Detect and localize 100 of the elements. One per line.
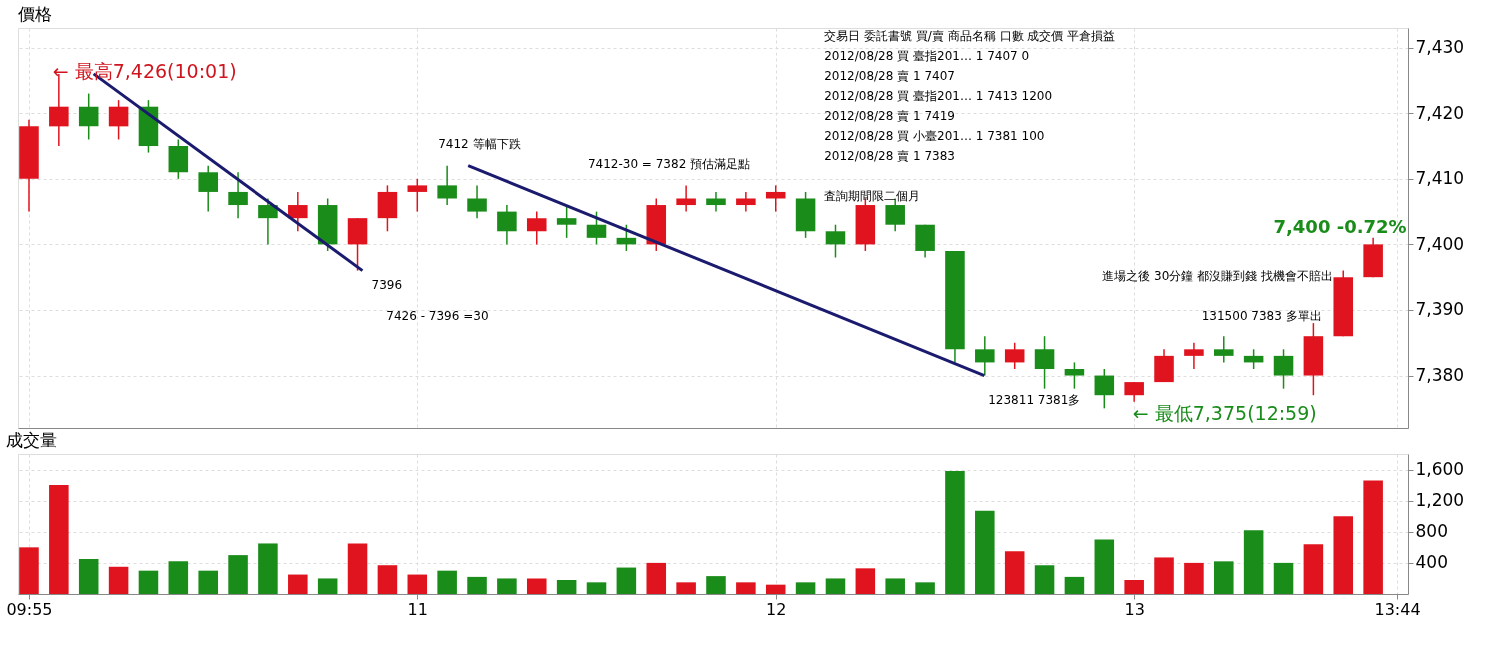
bar <box>407 574 428 594</box>
bar <box>497 578 517 594</box>
candlestick <box>526 210 547 246</box>
bar <box>855 568 876 594</box>
candlestick <box>1124 381 1144 403</box>
bar <box>795 582 816 594</box>
bar <box>347 543 368 594</box>
y-tick-label: 400 <box>1415 552 1448 573</box>
candlestick <box>1034 335 1055 390</box>
candlestick <box>825 223 846 259</box>
chart-title: 成交量 <box>5 430 57 450</box>
candlestick <box>706 191 726 213</box>
bar <box>945 471 965 594</box>
candlestick <box>1004 342 1025 370</box>
candlestick <box>78 92 99 141</box>
candlestick <box>437 164 457 206</box>
bar <box>168 561 189 594</box>
x-tick-label: 12 <box>766 599 787 619</box>
annotation: 2012/08/28 買 臺指201… 1 7413 1200 <box>824 89 1053 103</box>
candlestick <box>228 171 248 219</box>
bar <box>228 555 248 594</box>
y-tick-label: 7,390 <box>1415 299 1465 320</box>
y-tick-label: 7,420 <box>1415 102 1465 123</box>
y-tick-label: 1,600 <box>1415 459 1465 480</box>
annotation: 7396 <box>371 277 403 292</box>
bar <box>1303 544 1324 594</box>
bar <box>1214 561 1234 594</box>
candlestick <box>586 210 607 246</box>
candlestick <box>407 178 428 213</box>
y-tick-label: 7,380 <box>1415 365 1465 386</box>
bar <box>915 582 935 594</box>
bar <box>19 547 39 594</box>
annotation: ← 最低7,375(12:59) <box>1132 402 1317 424</box>
bar <box>616 567 637 594</box>
bar <box>526 578 547 594</box>
bar <box>556 580 577 594</box>
bar <box>49 485 69 594</box>
x-tick-label: 11 <box>407 599 428 619</box>
y-tick-label: 800 <box>1415 521 1448 542</box>
annotation: 7412-30 = 7382 預估滿足點 <box>587 157 751 171</box>
candlestick <box>676 184 696 213</box>
candlestick <box>1214 335 1234 364</box>
bar <box>288 574 308 594</box>
annotation: 7,400 -0.72% <box>1273 216 1407 237</box>
candlestick <box>736 191 756 213</box>
annotation: 2012/08/28 賣 1 7407 <box>824 69 955 83</box>
bar <box>258 543 278 594</box>
candlestick <box>198 164 218 213</box>
bar <box>1184 562 1204 594</box>
x-tick-label: 13 <box>1124 599 1145 619</box>
bar <box>467 576 487 594</box>
annotation: ← 最高7,426(10:01) <box>52 60 237 82</box>
bar <box>885 578 905 594</box>
bar <box>586 582 607 594</box>
bar <box>1154 557 1174 594</box>
y-tick-label: 7,430 <box>1415 37 1465 58</box>
candlestick <box>975 335 995 377</box>
candlestick <box>1064 361 1085 390</box>
bar <box>198 570 218 594</box>
candlestick <box>497 204 517 246</box>
candlestick <box>258 197 278 246</box>
bar <box>765 584 786 594</box>
annotation: 2012/08/28 賣 1 7419 <box>824 109 955 123</box>
annotation: 7412 等幅下跌 <box>438 136 521 151</box>
bar <box>646 562 667 594</box>
candlestick <box>1273 348 1294 390</box>
bar <box>706 576 726 594</box>
bar <box>138 570 159 594</box>
candlestick <box>765 184 786 213</box>
chart-title: 價格 <box>18 4 52 24</box>
annotation: 123811 7381多 <box>988 393 1081 407</box>
bar <box>437 570 457 594</box>
candlestick <box>556 204 577 239</box>
bar <box>1094 539 1115 594</box>
bar <box>1243 530 1264 594</box>
bar <box>377 565 398 594</box>
candlestick <box>1094 368 1115 410</box>
x-tick-label: 13:44 <box>1374 599 1421 619</box>
bar <box>1064 576 1085 594</box>
annotation: 7426 - 7396 =30 <box>386 309 489 323</box>
bar <box>1034 565 1055 594</box>
annotation: 2012/08/28 買 臺指201… 1 7407 0 <box>824 49 1030 63</box>
bar <box>108 566 129 594</box>
candlestick <box>1184 342 1204 370</box>
annotation: 2012/08/28 賣 1 7383 <box>824 149 955 163</box>
y-tick-label: 1,200 <box>1415 490 1465 511</box>
bar <box>1273 562 1294 594</box>
bar <box>1333 516 1354 594</box>
annotation: 2012/08/28 買 小臺201… 1 7381 100 <box>824 129 1045 143</box>
bar <box>317 578 338 594</box>
bar <box>78 559 99 594</box>
bar <box>825 578 846 594</box>
bar <box>1363 480 1383 594</box>
bar <box>975 510 995 594</box>
bar <box>1124 580 1144 594</box>
candlestick <box>467 184 487 219</box>
bar <box>1004 551 1025 594</box>
candlestick <box>108 99 129 141</box>
bar <box>736 582 756 594</box>
y-tick-label: 7,400 <box>1415 233 1465 254</box>
